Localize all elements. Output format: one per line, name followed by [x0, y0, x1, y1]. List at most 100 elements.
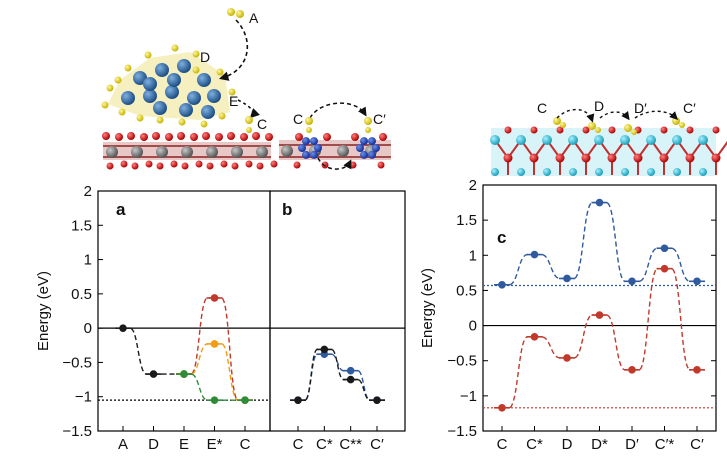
ligand-atom	[192, 66, 200, 74]
panel-c-point	[693, 366, 701, 374]
oxygen-atom	[351, 133, 359, 141]
oxygen-atom	[102, 132, 110, 140]
panel-a-ytick-label: 0	[84, 320, 92, 337]
cluster-atom	[121, 91, 135, 105]
substrate-atom	[699, 168, 707, 176]
oxygen-atom	[245, 160, 253, 168]
oxygen-atom	[504, 126, 512, 134]
substrate-atom	[672, 135, 682, 145]
oxygen-atom	[377, 161, 385, 169]
illustration-middle: C C′	[279, 102, 391, 170]
panel-a-point	[210, 294, 219, 302]
panel-c-ytick-label: 0.5	[456, 282, 477, 299]
panel-c-point	[530, 250, 539, 259]
ligand-atom	[136, 114, 144, 122]
oxygen-atom	[379, 133, 387, 141]
oxygen-atom	[323, 133, 331, 141]
oxygen-atom	[660, 126, 668, 134]
oxygen-atom	[165, 133, 173, 141]
oxygen-atom	[106, 162, 114, 170]
oxygen-atom	[265, 133, 273, 141]
substrate-atom	[516, 135, 526, 145]
panel-a-xtick-label: D	[148, 436, 159, 453]
ligand-atom	[144, 51, 152, 59]
ligand-atom	[106, 84, 114, 92]
adatom	[631, 129, 637, 135]
panel-b-point	[294, 396, 302, 404]
cluster-atom	[155, 63, 169, 77]
ligand-atom	[200, 120, 208, 128]
panel-a-point	[119, 324, 127, 332]
cluster-atom	[153, 101, 167, 115]
oxygen-atom	[686, 126, 694, 134]
substrate-atom	[621, 168, 629, 176]
ion-atom	[368, 150, 376, 159]
cluster-atom	[143, 77, 157, 91]
gold-cluster	[101, 44, 236, 128]
cluster-atom	[207, 89, 221, 103]
oxygen-atom	[170, 160, 178, 168]
substrate-atom	[517, 168, 525, 176]
substrate-slab-middle	[279, 133, 391, 169]
panel-a-frame	[97, 190, 271, 432]
panel-b-point	[373, 396, 381, 404]
panel-a-series-path-red	[184, 297, 245, 401]
panel-c-point	[595, 311, 604, 319]
panel-c-ytick-label: 1.5	[456, 212, 477, 229]
panel-c-xtick-label: C′*	[655, 436, 675, 453]
panel-c-xtick-label: D*	[591, 436, 608, 453]
panel-c-ytick-label: 2	[469, 177, 477, 194]
adatom	[672, 117, 680, 125]
oxygen-atom	[181, 162, 189, 170]
cluster-atom	[143, 89, 157, 103]
ligand-atom	[216, 68, 224, 76]
oxygen-atom	[140, 133, 148, 141]
molecule-c-left	[245, 116, 253, 133]
ion-atom	[310, 137, 318, 146]
adatom	[624, 124, 632, 132]
panel-b-xtick-label: C*	[316, 436, 333, 453]
oxygen-atom	[152, 132, 160, 140]
oxygen-atom	[156, 162, 164, 170]
panel-c-point	[660, 264, 669, 273]
substrate-atom	[106, 146, 118, 158]
adatom	[679, 122, 685, 128]
panel-a-point	[241, 396, 249, 404]
ligand-atom	[118, 108, 126, 116]
panel-c-ytick-label: −1.5	[447, 423, 477, 440]
panel-a-ytick-label: 1.5	[71, 217, 92, 234]
panel-c-point	[563, 354, 571, 362]
panel-c-xtick-label: C′	[690, 436, 704, 453]
ion-atom	[310, 150, 318, 159]
cluster-atom	[201, 105, 215, 119]
oxygen-atom	[220, 160, 228, 168]
substrate-atom	[156, 146, 168, 158]
substrate-slab-right	[490, 117, 727, 176]
panel-a-point	[210, 396, 219, 404]
panel-c-point	[530, 333, 539, 341]
ligand-atom	[192, 50, 200, 58]
oxygen-atom	[240, 133, 248, 141]
panel-b-point	[346, 375, 355, 384]
panel-a-ytick-label: −1.5	[62, 423, 92, 440]
oxygen-atom	[659, 153, 669, 163]
oxygen-atom	[712, 126, 720, 134]
substrate-atom	[131, 146, 143, 158]
panel-c-series-path-red	[502, 267, 697, 409]
panel-c-ytick-label: −0.5	[447, 353, 477, 370]
oxygen-atom	[256, 162, 264, 170]
oxygen-atom	[685, 153, 695, 163]
oxygen-atom	[503, 153, 513, 163]
substrate-atom	[646, 135, 656, 145]
oxygen-atom	[115, 133, 123, 141]
panel-a-ytick-label: −0.5	[62, 354, 92, 371]
oxygen-atom	[227, 132, 235, 140]
substrate-atom	[543, 168, 551, 176]
panel-b-series-path-black	[298, 348, 377, 401]
panel-b-frame	[269, 190, 406, 432]
panel-a-ytick-label: 0.5	[71, 286, 92, 303]
label-c-prime-mid: C′	[373, 111, 386, 127]
cluster-atom	[179, 103, 193, 117]
panel-a-point	[180, 370, 188, 378]
